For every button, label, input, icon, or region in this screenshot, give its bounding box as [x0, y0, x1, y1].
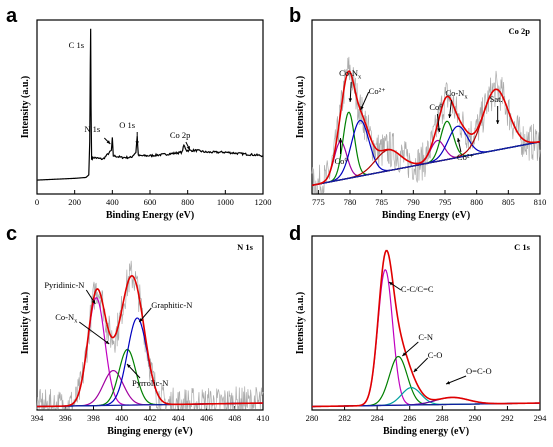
peak-annotation: N 1s: [84, 124, 100, 134]
x-axis-label: Binging energy (eV): [107, 426, 193, 437]
arrow-head: [388, 282, 393, 286]
panel-b-co2p: 775 780 785 790 795 800 805 810 Binding Energy (…: [295, 19, 547, 221]
x-tick-label: 400: [106, 197, 119, 207]
arrow-head: [495, 120, 500, 124]
x-tick-label: 406: [200, 413, 213, 423]
x-tick-label: 286: [403, 413, 416, 423]
peak-annotation: C-C/C=C: [401, 284, 434, 294]
annotation-arrow: [78, 321, 110, 345]
y-axis-label: Intensity (a.u.): [20, 292, 31, 355]
peak-annotation: Pyridinic-N: [44, 280, 84, 290]
x-tick-label: 805: [502, 197, 515, 207]
peak-annotation: Pyrrolic-N: [132, 378, 168, 388]
raw-data-line: [311, 56, 541, 194]
panel-d-c1s: 280 282 284 286 288 290 292 294 Binding energy (…: [295, 235, 548, 437]
x-tick-label: 282: [338, 413, 351, 423]
panel-title: N 1s: [237, 242, 254, 252]
x-tick-label: 394: [31, 413, 45, 423]
x-tick-label: 810: [534, 197, 547, 207]
arrow-head: [448, 114, 452, 118]
x-tick-label: 280: [306, 413, 319, 423]
panel-title: C 1s: [514, 242, 531, 252]
x-tick-label: 398: [87, 413, 100, 423]
arrow-head: [91, 300, 96, 304]
x-tick-label: 785: [375, 197, 388, 207]
x-tick-label: 400: [115, 413, 128, 423]
arrow-head: [360, 106, 364, 110]
x-tick-label: 294: [534, 413, 548, 423]
peak-annotation: C 1s: [69, 40, 84, 50]
peak-annotation: Co⁰: [429, 102, 443, 112]
arrow-head: [413, 368, 418, 372]
x-tick-label: 0: [35, 197, 39, 207]
arrow-head: [446, 381, 451, 385]
x-tick-label: 775: [312, 197, 325, 207]
panel-letter-c: c: [6, 223, 17, 245]
survey-spectrum-line: [36, 28, 264, 181]
x-tick-label: 290: [468, 413, 481, 423]
arrow-head: [186, 146, 190, 150]
x-tick-label: 200: [68, 197, 81, 207]
arrow-head: [126, 364, 131, 368]
panel-letter-a: a: [6, 5, 18, 27]
peak-annotation: Sat.: [490, 94, 503, 104]
x-tick-label: 600: [144, 197, 157, 207]
plot-frame: [311, 235, 541, 411]
y-axis-label: Intensity (a.u.): [295, 292, 306, 355]
fit-envelope-line: [36, 274, 264, 408]
peak-annotation: Co²⁺: [457, 152, 474, 162]
arrow-head: [135, 141, 139, 145]
x-tick-label: 292: [501, 413, 514, 423]
fit-envelope-line: [311, 249, 541, 408]
x-tick-label: 800: [470, 197, 483, 207]
background-line: [311, 141, 541, 186]
peak-annotation: O=C-O: [466, 366, 492, 376]
peak-annotation: Co-Nx: [55, 312, 78, 325]
arrow-head: [437, 128, 441, 132]
x-tick-label: 780: [344, 197, 357, 207]
panel-a-survey: 0 200 400 600 800 1000 1200 Binding Energy (eV)…: [20, 19, 272, 221]
x-axis-label: Binding energy (eV): [383, 426, 469, 437]
peak-annotation: O 1s: [119, 120, 135, 130]
x-tick-label: 1000: [217, 197, 234, 207]
x-tick-label: 408: [228, 413, 241, 423]
arrow-head: [348, 98, 353, 102]
x-axis-label: Binding Energy (eV): [106, 210, 194, 221]
peak-annotation: Graphitic-N: [151, 300, 192, 310]
x-tick-label: 396: [59, 413, 72, 423]
x-tick-label: 404: [172, 413, 186, 423]
arrow-head: [338, 138, 343, 142]
peak-annotation: Co-Nx: [445, 88, 468, 101]
peak-annotation: Co⁰: [335, 156, 349, 166]
plot-frame: [311, 19, 541, 195]
panel-letter-b: b: [289, 5, 301, 27]
x-tick-label: 284: [371, 413, 385, 423]
peak-annotation: C-N: [418, 332, 433, 342]
fit-envelope-line: [311, 70, 541, 187]
x-tick-label: 288: [436, 413, 449, 423]
arrow-head: [105, 340, 110, 344]
arrow-head: [106, 140, 111, 144]
arrow-head: [139, 318, 143, 322]
y-axis-label: Intensity (a.u.): [20, 76, 31, 139]
raw-data-line: [36, 260, 264, 411]
y-axis-label: Intensity (a.u.): [295, 76, 306, 139]
panel-title: Co 2p: [509, 26, 531, 36]
panel-c-n1s: 394 396 398 400 402 404 406 408 410 Binging energ…: [20, 235, 270, 437]
peak-annotation: C-O: [428, 350, 443, 360]
x-tick-label: 790: [407, 197, 420, 207]
arrow-head: [456, 138, 461, 142]
peak-annotation: Co 2p: [170, 130, 191, 140]
x-tick-label: 410: [257, 413, 270, 423]
x-axis-label: Binding Energy (eV): [382, 210, 470, 221]
x-tick-label: 795: [439, 197, 452, 207]
arrow-head: [402, 352, 407, 356]
panel-letter-d: d: [289, 223, 301, 245]
peak-annotation: Co²⁺: [369, 86, 386, 96]
x-tick-label: 800: [181, 197, 194, 207]
peak-annotation: Co-Nx: [339, 68, 362, 81]
x-tick-label: 1200: [255, 197, 272, 207]
x-tick-label: 402: [144, 413, 157, 423]
